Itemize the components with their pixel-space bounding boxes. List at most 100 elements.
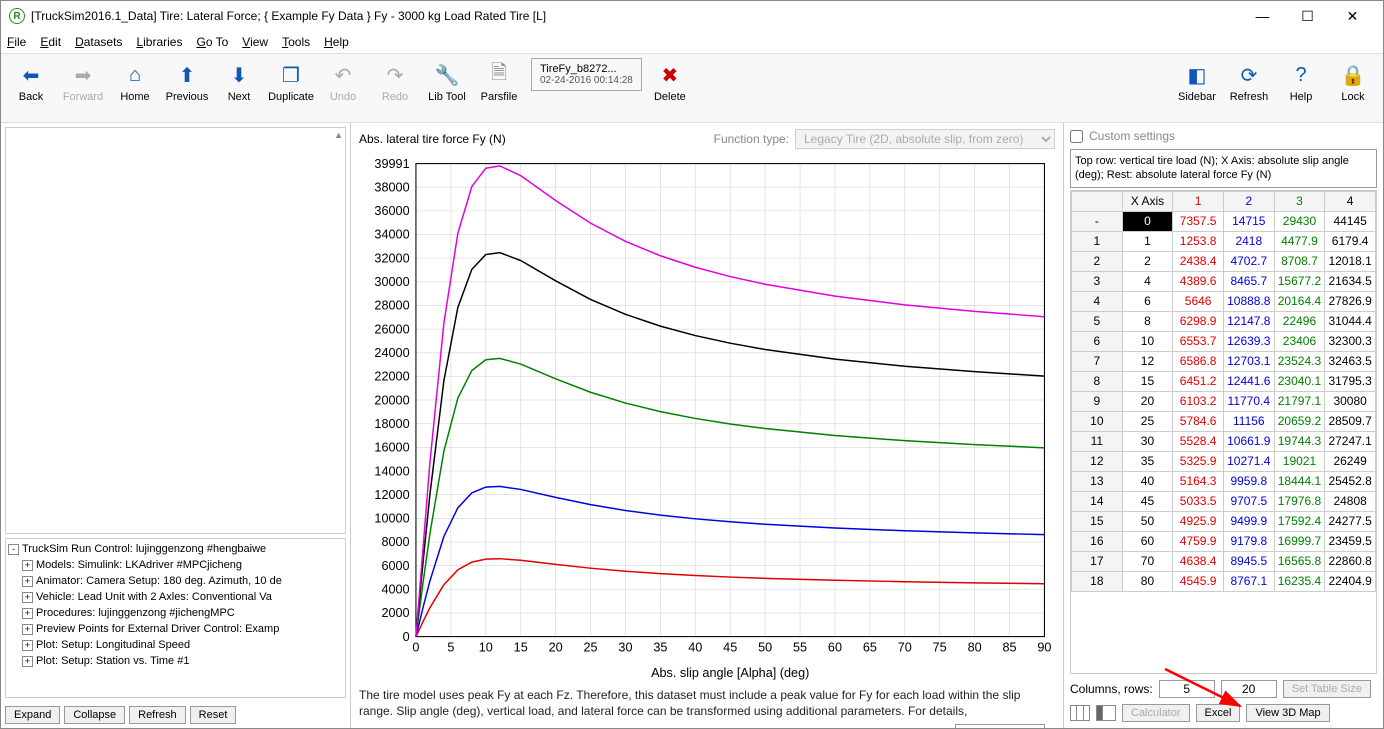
rows-input[interactable] xyxy=(1221,680,1277,698)
tree-item[interactable]: +Models: Simulink: LKAdriver #MPCjicheng xyxy=(8,557,343,573)
previous-button[interactable]: ⬆Previous xyxy=(163,58,211,106)
table-row[interactable]: 17704638.48945.516565.822860.8 xyxy=(1072,551,1376,571)
function-type-select[interactable]: Legacy Tire (2D, absolute slip, from zer… xyxy=(795,129,1055,149)
redo-icon: ↷ xyxy=(381,61,409,89)
data-table-container[interactable]: X Axis1234-07357.5147152943044145111253.… xyxy=(1070,190,1377,674)
chart-pane: Abs. lateral tire force Fy (N) Function … xyxy=(351,123,1063,728)
chart-title: Abs. lateral tire force Fy (N) xyxy=(359,132,714,146)
sidebar-button[interactable]: ◧Sidebar xyxy=(1173,58,1221,106)
up-arrow-icon: ⬆ xyxy=(173,61,201,89)
sidebar-tree[interactable]: -TruckSim Run Control: lujinggenzong #he… xyxy=(5,538,346,698)
menu-file[interactable]: File xyxy=(7,35,26,49)
back-arrow-icon: ⬅ xyxy=(17,61,45,89)
table-row[interactable]: 9206103.211770.421797.130080 xyxy=(1072,391,1376,411)
next-button[interactable]: ⬇Next xyxy=(215,58,263,106)
excel-button[interactable]: Excel xyxy=(1196,704,1241,722)
split-view-icon[interactable] xyxy=(1096,705,1116,721)
back-button[interactable]: ⬅Back xyxy=(7,58,55,106)
table-row[interactable]: 15504925.99499.917592.424277.5 xyxy=(1072,511,1376,531)
menu-datasets[interactable]: Datasets xyxy=(75,35,122,49)
refresh-button[interactable]: ⟳Refresh xyxy=(1225,58,1273,106)
svg-text:80: 80 xyxy=(968,640,982,654)
tree-item[interactable]: -TruckSim Run Control: lujinggenzong #he… xyxy=(8,541,343,557)
friction-input[interactable] xyxy=(955,724,1045,728)
file-name: TireFy_b8272... xyxy=(540,63,633,75)
svg-text:65: 65 xyxy=(863,640,877,654)
down-arrow-icon: ⬇ xyxy=(225,61,253,89)
svg-text:22000: 22000 xyxy=(374,370,409,384)
tree-item[interactable]: +Procedures: lujinggenzong #jichengMPC xyxy=(8,605,343,621)
svg-text:50: 50 xyxy=(758,640,772,654)
parsfile-button[interactable]: 🗎Parsfile xyxy=(475,58,523,106)
svg-text:20000: 20000 xyxy=(374,393,409,407)
tree-refresh-button[interactable]: Refresh xyxy=(129,706,186,724)
sidebar-upper-list[interactable] xyxy=(5,127,346,534)
expand-button[interactable]: Expand xyxy=(5,706,60,724)
menu-go-to[interactable]: Go To xyxy=(196,35,228,49)
tree-item[interactable]: +Animator: Camera Setup: 180 deg. Azimut… xyxy=(8,573,343,589)
columns-input[interactable] xyxy=(1159,680,1215,698)
menu-libraries[interactable]: Libraries xyxy=(136,35,182,49)
table-row[interactable]: 8156451.212441.623040.131795.3 xyxy=(1072,371,1376,391)
svg-text:10000: 10000 xyxy=(374,512,409,526)
minimize-button[interactable]: — xyxy=(1240,2,1285,30)
delete-button[interactable]: ✖Delete xyxy=(646,58,694,106)
maximize-button[interactable]: ☐ xyxy=(1285,2,1330,30)
table-row[interactable]: 16604759.99179.816999.723459.5 xyxy=(1072,531,1376,551)
tree-item[interactable]: +Preview Points for External Driver Cont… xyxy=(8,621,343,637)
redo-button[interactable]: ↷Redo xyxy=(371,58,419,106)
table-row[interactable]: 222438.44702.78708.712018.1 xyxy=(1072,251,1376,271)
help-button[interactable]: ?Help xyxy=(1277,58,1325,106)
undo-button[interactable]: ↶Undo xyxy=(319,58,367,106)
svg-text:30000: 30000 xyxy=(374,275,409,289)
table-row[interactable]: 12355325.910271.41902126249 xyxy=(1072,451,1376,471)
table-row[interactable]: 11305528.410661.919744.327247.1 xyxy=(1072,431,1376,451)
table-row[interactable]: 18804545.98767.116235.422404.9 xyxy=(1072,571,1376,591)
table-row[interactable]: 10255784.61115620659.228509.7 xyxy=(1072,411,1376,431)
table-row[interactable]: 14455033.59707.517976.824808 xyxy=(1072,491,1376,511)
svg-text:4000: 4000 xyxy=(381,583,409,597)
sidebar-icon: ◧ xyxy=(1183,61,1211,89)
tree-item[interactable]: +Plot: Setup: Station vs. Time #1 xyxy=(8,653,343,669)
custom-settings-checkbox[interactable] xyxy=(1070,130,1083,143)
delete-icon: ✖ xyxy=(656,61,684,89)
svg-text:30: 30 xyxy=(618,640,632,654)
menu-view[interactable]: View xyxy=(242,35,268,49)
sidebar-pane: -TruckSim Run Control: lujinggenzong #he… xyxy=(1,123,351,728)
grid-view-icon[interactable] xyxy=(1070,705,1090,721)
app-icon: R xyxy=(9,8,25,24)
tree-item[interactable]: +Vehicle: Lead Unit with 2 Axles: Conven… xyxy=(8,589,343,605)
set-table-size-button[interactable]: Set Table Size xyxy=(1283,680,1371,698)
table-row[interactable]: 6106553.712639.32340632300.3 xyxy=(1072,331,1376,351)
calculator-button[interactable]: Calculator xyxy=(1122,704,1190,722)
table-row[interactable]: 111253.824184477.96179.4 xyxy=(1072,231,1376,251)
lock-button[interactable]: 🔒Lock xyxy=(1329,58,1377,106)
table-row[interactable]: -07357.5147152943044145 xyxy=(1072,211,1376,231)
description-text: The tire model uses peak Fy at each Fz. … xyxy=(359,687,1055,719)
table-row[interactable]: 46564610888.820164.427826.9 xyxy=(1072,291,1376,311)
chart-area: 0510152025303540455055606570758085900200… xyxy=(359,153,1055,683)
table-row[interactable]: 13405164.39959.818444.125452.8 xyxy=(1072,471,1376,491)
libtool-button[interactable]: 🔧Lib Tool xyxy=(423,58,471,106)
svg-text:12000: 12000 xyxy=(374,488,409,502)
forward-button[interactable]: ➡Forward xyxy=(59,58,107,106)
reset-button[interactable]: Reset xyxy=(190,706,237,724)
lock-icon: 🔒 xyxy=(1339,61,1367,89)
table-row[interactable]: 7126586.812703.123524.332463.5 xyxy=(1072,351,1376,371)
close-button[interactable]: ✕ xyxy=(1330,2,1375,30)
menu-edit[interactable]: Edit xyxy=(40,35,61,49)
menu-help[interactable]: Help xyxy=(324,35,349,49)
duplicate-button[interactable]: ❐Duplicate xyxy=(267,58,315,106)
menu-bar: File Edit Datasets Libraries Go To View Tools H… xyxy=(1,31,1383,53)
svg-text:90: 90 xyxy=(1037,640,1051,654)
data-table[interactable]: X Axis1234-07357.5147152943044145111253.… xyxy=(1071,191,1376,592)
tree-item[interactable]: +Plot: Setup: Longitudinal Speed xyxy=(8,637,343,653)
collapse-button[interactable]: Collapse xyxy=(64,706,125,724)
menu-tools[interactable]: Tools xyxy=(282,35,310,49)
svg-text:36000: 36000 xyxy=(374,204,409,218)
table-row[interactable]: 344389.68465.715677.221634.5 xyxy=(1072,271,1376,291)
svg-text:28000: 28000 xyxy=(374,299,409,313)
home-button[interactable]: ⌂Home xyxy=(111,58,159,106)
table-row[interactable]: 586298.912147.82249631044.4 xyxy=(1072,311,1376,331)
view-3d-map-button[interactable]: View 3D Map xyxy=(1246,704,1329,722)
